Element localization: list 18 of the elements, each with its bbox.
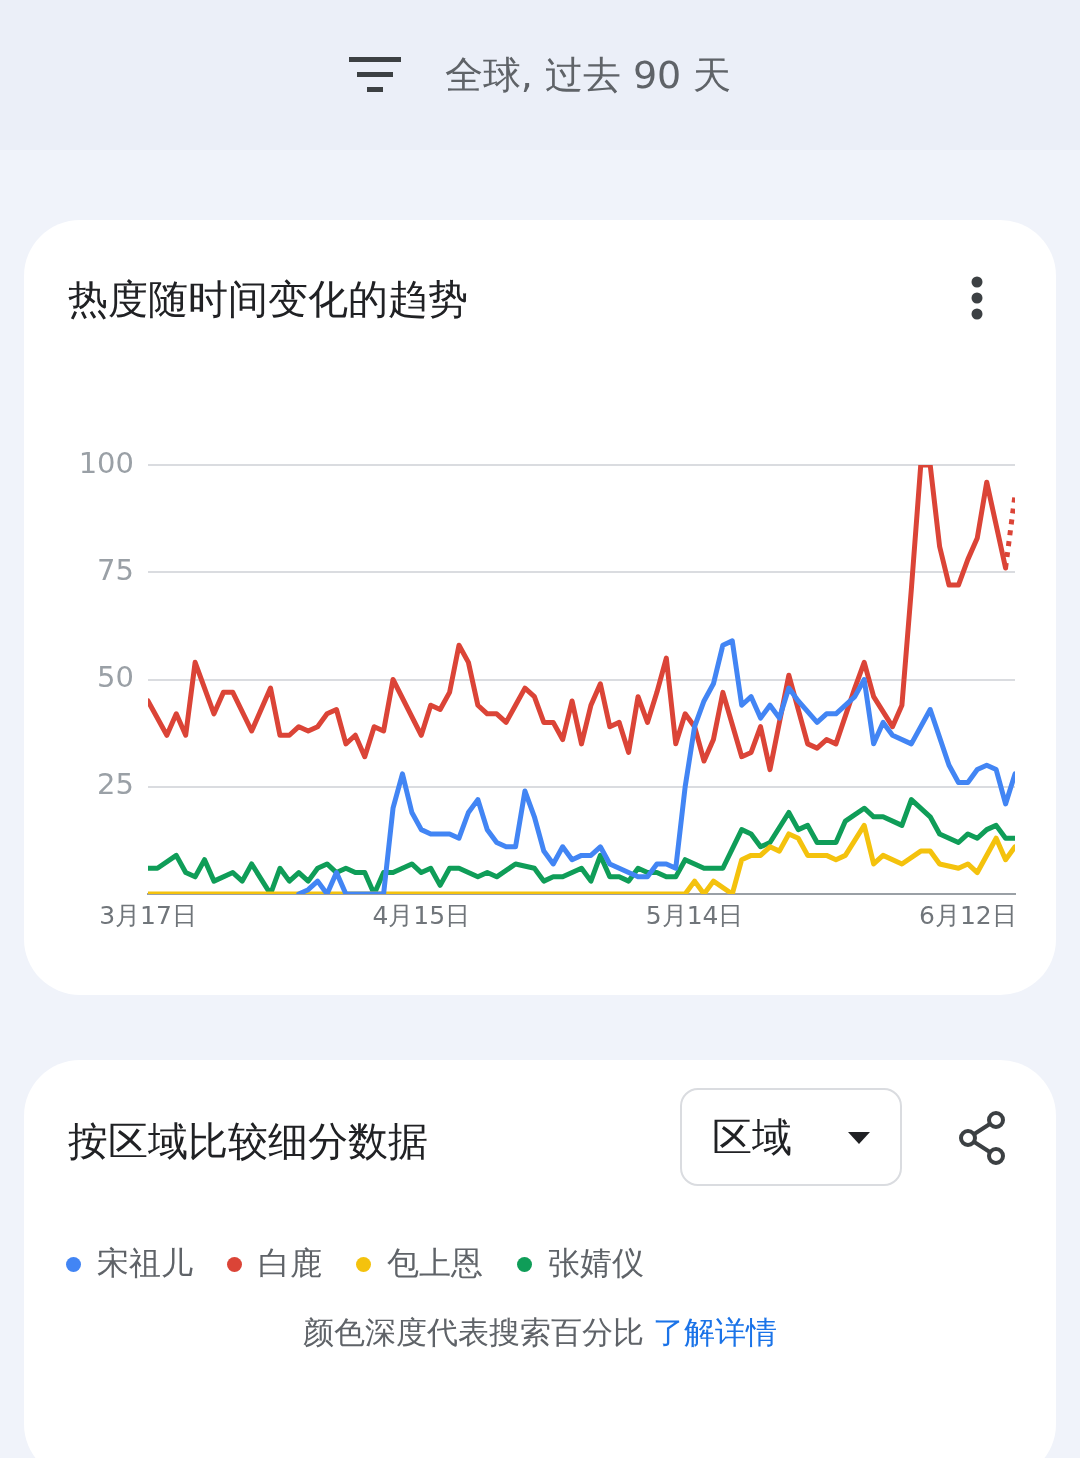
- y-tick-label: 25: [97, 767, 134, 802]
- y-tick-label: 50: [97, 660, 134, 695]
- legend-label: 宋祖儿: [97, 1243, 193, 1284]
- y-tick-label: 75: [97, 552, 134, 587]
- text: 按区域比较细分数据: [68, 1117, 428, 1166]
- chart-subtitle: 全球, 过去 90 天: [444, 51, 732, 99]
- legend-label: 白鹿: [258, 1243, 322, 1284]
- text: 颜色深度代表搜索百分比: [302, 1314, 644, 1350]
- x-tick-label: 3月17日: [99, 900, 197, 930]
- x-tick-label: 6月12日: [919, 900, 1017, 930]
- legend-label: 包上恩: [387, 1243, 483, 1284]
- x-tick-label: 5月14日: [645, 900, 744, 930]
- y-tick-label: 100: [78, 445, 134, 480]
- text: 区域: [712, 1113, 792, 1162]
- chart-title: 热度随时间变化的趋势: [68, 275, 468, 324]
- legend-label: 张婧仪: [548, 1243, 644, 1284]
- x-tick-label: 4月15日: [372, 900, 471, 930]
- text: 了解详情: [653, 1314, 778, 1350]
